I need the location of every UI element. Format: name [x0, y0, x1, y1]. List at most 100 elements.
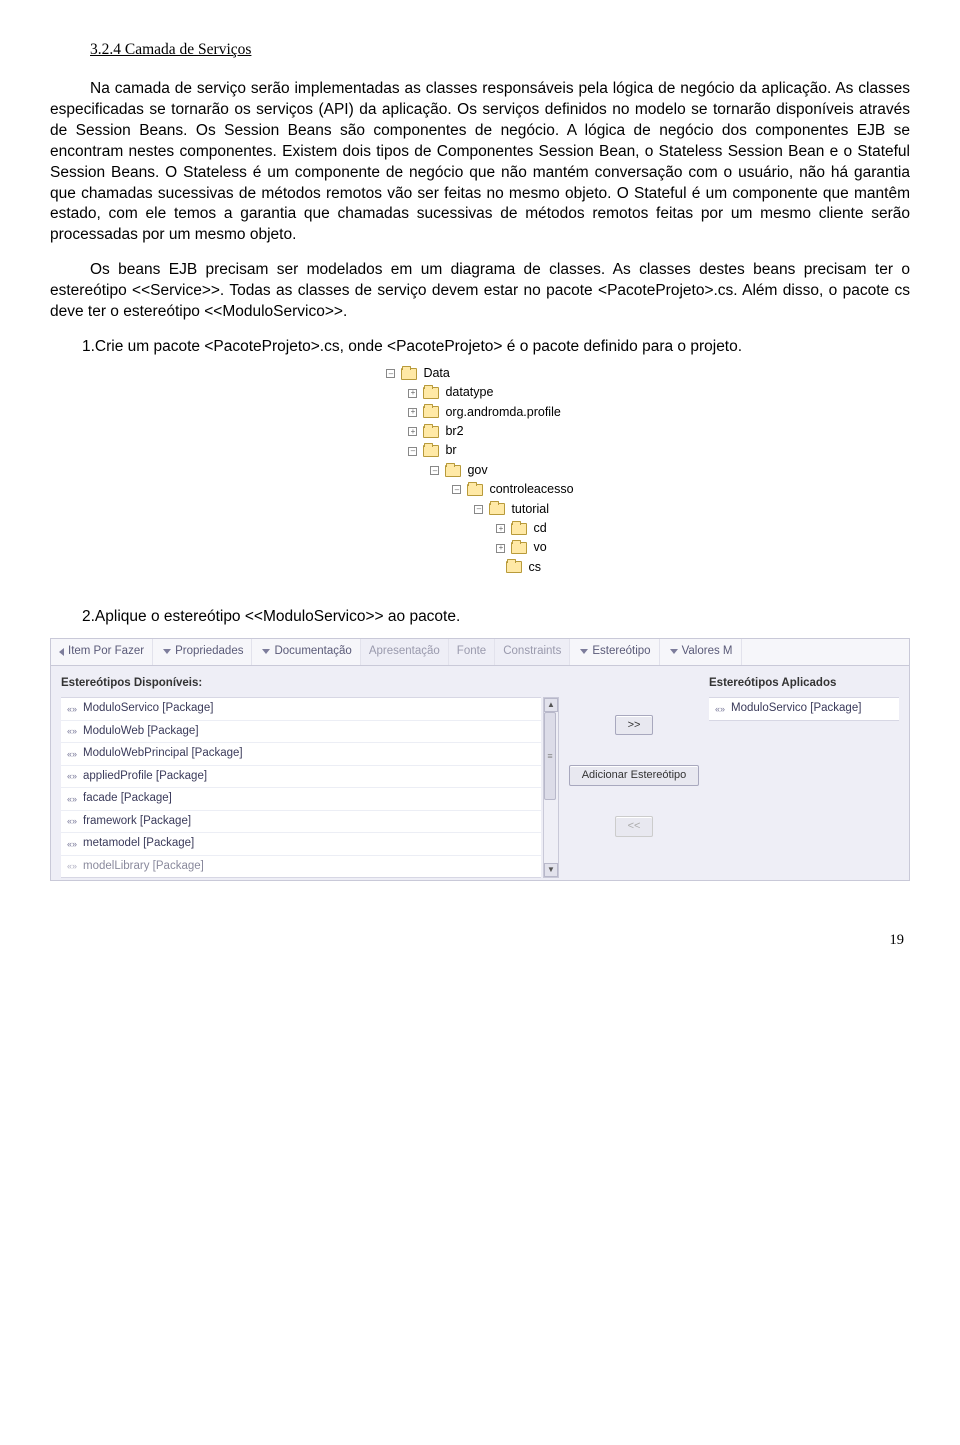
- list-item[interactable]: «»ModuloServico [Package]: [61, 698, 541, 721]
- list-item[interactable]: «» ModuloWebPrincipal [Package]: [61, 743, 541, 766]
- chevron-down-icon: [163, 649, 171, 654]
- applied-header: Estereótipos Aplicados: [709, 674, 899, 698]
- list-item[interactable]: «»metamodel [Package]: [61, 833, 541, 856]
- stereotype-icon: «»: [67, 815, 77, 827]
- tab-stereotype[interactable]: Estereótipo: [570, 639, 659, 665]
- package-tree: – Data + datatype +org.andromda.profile +b…: [50, 364, 910, 577]
- stereotype-icon: «»: [67, 748, 77, 760]
- available-stereotypes-column: Estereótipos Disponíveis: «»ModuloServic…: [61, 674, 559, 879]
- tree-node-data[interactable]: – Data: [386, 364, 573, 383]
- list-label: ModuloServico [Package]: [83, 701, 213, 717]
- scroll-down-icon[interactable]: ▼: [544, 863, 558, 877]
- folder-icon: [489, 503, 505, 515]
- list-item[interactable]: «»ModuloWeb [Package]: [61, 721, 541, 744]
- expand-icon[interactable]: +: [408, 408, 417, 417]
- transfer-buttons: >> Adicionar Estereótipo <<: [559, 674, 709, 879]
- applied-list[interactable]: «» ModuloServico [Package]: [709, 697, 899, 721]
- expand-icon[interactable]: –: [452, 485, 461, 494]
- tree-node[interactable]: – gov: [386, 461, 573, 480]
- tree-node[interactable]: –br: [386, 441, 573, 460]
- tab-values[interactable]: Valores M: [660, 639, 742, 665]
- chevron-down-icon: [670, 649, 678, 654]
- stereotype-icon: «»: [715, 703, 725, 715]
- tab-label: Item Por Fazer: [68, 644, 144, 660]
- expand-icon[interactable]: +: [408, 427, 417, 436]
- folder-icon: [467, 484, 483, 496]
- folder-icon: [445, 465, 461, 477]
- tab-label: Documentação: [274, 644, 351, 660]
- available-list[interactable]: «»ModuloServico [Package] «»ModuloWeb [P…: [61, 697, 541, 878]
- tree-label: datatype: [445, 383, 493, 402]
- list-item[interactable]: «» framework [Package]: [61, 811, 541, 834]
- tree-node[interactable]: +br2: [386, 422, 573, 441]
- tree-node[interactable]: +cd: [386, 519, 573, 538]
- tree-node[interactable]: – tutorial: [386, 500, 573, 519]
- expand-icon[interactable]: +: [496, 524, 505, 533]
- tree-label: gov: [467, 461, 487, 480]
- folder-icon: [401, 368, 417, 380]
- folder-icon: [511, 523, 527, 535]
- tab-doc[interactable]: Documentação: [252, 639, 360, 665]
- tree-node[interactable]: + datatype: [386, 383, 573, 402]
- scrollbar[interactable]: ▲ ▼: [543, 697, 559, 878]
- folder-icon: [511, 542, 527, 554]
- expand-icon[interactable]: +: [496, 544, 505, 553]
- move-right-button[interactable]: >>: [615, 715, 654, 736]
- tree-label: tutorial: [511, 500, 549, 519]
- folder-icon: [423, 387, 439, 399]
- expand-icon[interactable]: –: [386, 369, 395, 378]
- page-number: 19: [50, 931, 910, 951]
- expand-icon[interactable]: –: [430, 466, 439, 475]
- chevron-down-icon: [580, 649, 588, 654]
- stereotype-panel: Item Por Fazer Propriedades Documentação…: [50, 638, 910, 881]
- list-item[interactable]: «» modelLibrary [Package]: [61, 856, 541, 878]
- tree-label: Data: [423, 364, 449, 383]
- tab-label: Apresentação: [369, 644, 440, 660]
- list-label: ModuloWebPrincipal [Package]: [83, 746, 243, 762]
- move-left-button[interactable]: <<: [615, 816, 654, 837]
- tree-node[interactable]: + vo: [386, 538, 573, 557]
- tab-presentation[interactable]: Apresentação: [361, 639, 449, 665]
- scroll-up-icon[interactable]: ▲: [544, 698, 558, 712]
- tree-label: cs: [528, 558, 541, 577]
- folder-icon: [423, 426, 439, 438]
- list-label: metamodel [Package]: [83, 836, 194, 852]
- available-header: Estereótipos Disponíveis:: [61, 674, 559, 698]
- tree-node[interactable]: +org.andromda.profile: [386, 403, 573, 422]
- step-1: 1.Crie um pacote <PacoteProjeto>.cs, ond…: [82, 337, 910, 358]
- paragraph-1: Na camada de serviço serão implementadas…: [50, 79, 910, 246]
- stereotype-icon: «»: [67, 770, 77, 782]
- tab-props[interactable]: Propriedades: [153, 639, 252, 665]
- paragraph-2: Os beans EJB precisam ser modelados em u…: [50, 260, 910, 323]
- expand-icon[interactable]: –: [408, 447, 417, 456]
- tree-label: controleacesso: [489, 480, 573, 499]
- scroll-thumb[interactable]: [544, 712, 556, 800]
- list-label: facade [Package]: [83, 791, 172, 807]
- expand-icon[interactable]: +: [408, 389, 417, 398]
- list-label: ModuloServico [Package]: [731, 701, 861, 717]
- list-label: appliedProfile [Package]: [83, 769, 207, 785]
- tab-todo[interactable]: Item Por Fazer: [51, 639, 153, 665]
- expand-icon[interactable]: –: [474, 505, 483, 514]
- tree-node[interactable]: cs: [386, 558, 573, 577]
- list-item[interactable]: «» ModuloServico [Package]: [709, 698, 899, 720]
- applied-stereotypes-column: Estereótipos Aplicados «» ModuloServico […: [709, 674, 899, 879]
- tree-label: vo: [533, 538, 546, 557]
- list-label: framework [Package]: [83, 814, 191, 830]
- list-item[interactable]: «» appliedProfile [Package]: [61, 766, 541, 789]
- tree-node[interactable]: – controleacesso: [386, 480, 573, 499]
- tab-font[interactable]: Fonte: [449, 639, 495, 665]
- add-stereotype-button[interactable]: Adicionar Estereótipo: [569, 765, 700, 786]
- scroll-track[interactable]: [544, 712, 558, 863]
- step-2: 2.Aplique o estereótipo <<ModuloServico>…: [82, 607, 910, 628]
- list-label: modelLibrary [Package]: [83, 859, 204, 875]
- stereotype-icon: «»: [67, 860, 77, 872]
- tab-constraints[interactable]: Constraints: [495, 639, 570, 665]
- chevron-down-icon: [262, 649, 270, 654]
- list-item[interactable]: «»facade [Package]: [61, 788, 541, 811]
- tab-label: Fonte: [457, 644, 486, 660]
- tab-label: Valores M: [682, 644, 733, 660]
- folder-icon: [423, 445, 439, 457]
- tab-label: Constraints: [503, 644, 561, 660]
- left-arrow-icon: [59, 648, 64, 656]
